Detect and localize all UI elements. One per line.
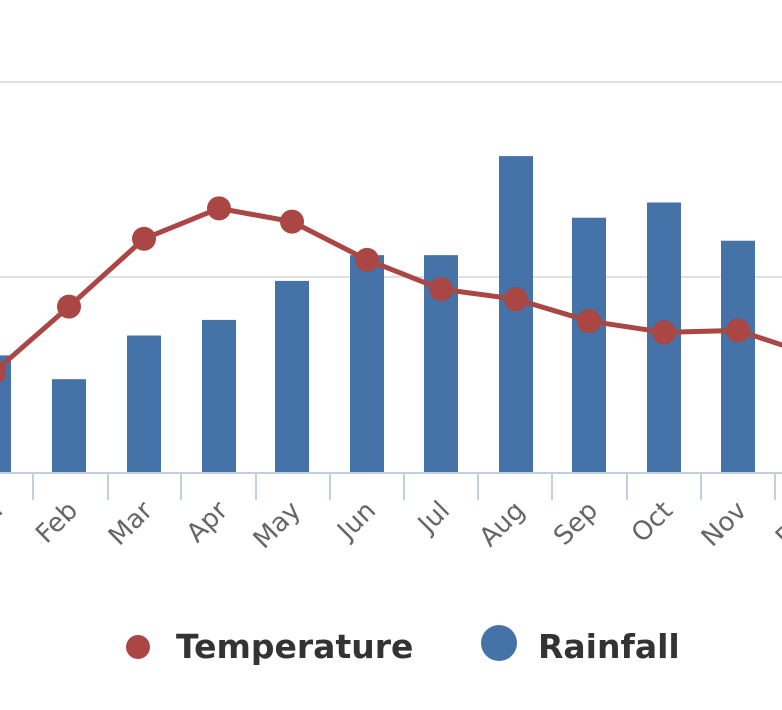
legend: Temperature Rainfall <box>126 625 680 666</box>
x-axis <box>0 472 782 500</box>
x-tick-label: Jun <box>331 496 382 547</box>
temperature-point-jul[interactable] <box>429 277 453 302</box>
temperature-series <box>0 196 782 384</box>
bar-jun[interactable] <box>350 255 384 472</box>
temperature-point-mar[interactable] <box>132 226 156 251</box>
rainfall-bars <box>0 156 755 472</box>
temperature-point-aug[interactable] <box>504 287 528 312</box>
temperature-point-feb[interactable] <box>57 294 81 319</box>
legend-item-rainfall[interactable]: Rainfall <box>481 625 680 666</box>
x-tick-label: Nov <box>696 496 753 553</box>
legend-label-rainfall: Rainfall <box>538 627 680 666</box>
temperature-point-oct[interactable] <box>652 320 676 345</box>
x-tick-label: Jul <box>411 496 456 541</box>
legend-marker-rainfall <box>481 625 517 661</box>
x-tick-label: May <box>248 496 307 555</box>
temperature-point-nov[interactable] <box>726 318 750 343</box>
legend-marker-temperature <box>126 635 150 659</box>
bar-feb[interactable] <box>52 379 86 472</box>
bar-mar[interactable] <box>127 335 161 473</box>
x-tick-label: Oct <box>626 496 679 549</box>
x-tick-label: Dec <box>770 496 782 553</box>
bar-sep[interactable] <box>572 217 606 472</box>
x-tick-label: Apr <box>181 496 234 549</box>
x-tick-label: Mar <box>103 496 159 552</box>
bar-may[interactable] <box>275 280 309 472</box>
x-tick-label: Feb <box>30 496 84 550</box>
temperature-point-may[interactable] <box>280 209 304 234</box>
x-tick-label: Jan <box>0 496 9 547</box>
x-tick-label: Aug <box>474 496 531 553</box>
bar-aug[interactable] <box>499 156 533 472</box>
temperature-point-sep[interactable] <box>577 309 601 334</box>
bar-apr[interactable] <box>202 319 236 472</box>
legend-item-temperature[interactable]: Temperature <box>126 627 413 666</box>
x-tick-label: Sep <box>548 496 604 552</box>
temperature-point-jun[interactable] <box>355 247 379 272</box>
bar-jan[interactable] <box>0 355 11 472</box>
bar-nov[interactable] <box>721 240 755 472</box>
temperature-point-apr[interactable] <box>207 196 231 221</box>
legend-label-temperature: Temperature <box>176 627 413 666</box>
temperature-line <box>0 205 782 371</box>
temperature-point-jan[interactable] <box>0 360 6 384</box>
x-axis-labels: Jan Feb Mar Apr May Jun Jul Aug Sep Oct Nov Dec <box>0 496 782 555</box>
